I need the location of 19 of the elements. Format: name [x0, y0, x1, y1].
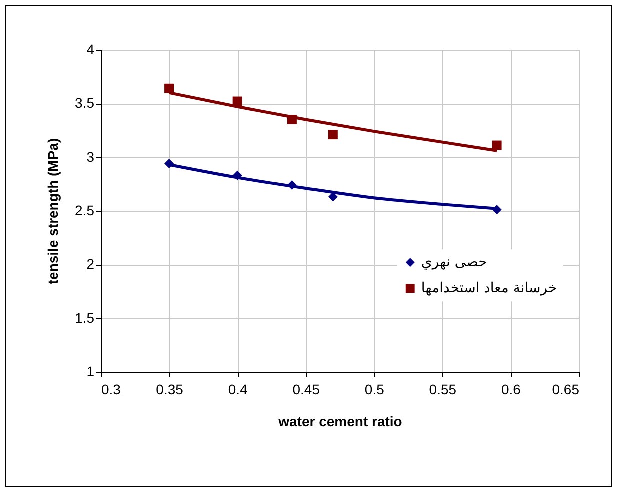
y-tick-label: 4: [86, 42, 95, 58]
y-tick-label: 3.5: [75, 95, 95, 112]
x-tick-label: 0.4: [228, 382, 248, 398]
y-tick-label: 2.5: [75, 202, 95, 218]
legend-label: خرسانة معاد استخدامها: [421, 280, 558, 297]
x-tick-label: 0.55: [429, 382, 457, 398]
y-axis-title: tensile strength (MPa): [45, 138, 62, 285]
y-tick-label: 1.5: [75, 310, 95, 326]
x-tick-label: 0.45: [292, 382, 320, 398]
x-tick-label: 0.6: [501, 382, 522, 398]
y-tick-label: 3: [86, 148, 95, 165]
x-tick-label: 0.35: [156, 382, 184, 398]
x-axis-title: water cement ratio: [278, 414, 402, 430]
x-tick-label: 0.5: [364, 382, 385, 398]
y-tick-label: 2: [86, 256, 95, 272]
legend-label: حصى نهري: [421, 254, 488, 271]
x-tick-label: 0.3: [102, 382, 122, 398]
y-tick-label: 1: [86, 364, 95, 380]
x-tick-label: 0.65: [552, 382, 580, 398]
